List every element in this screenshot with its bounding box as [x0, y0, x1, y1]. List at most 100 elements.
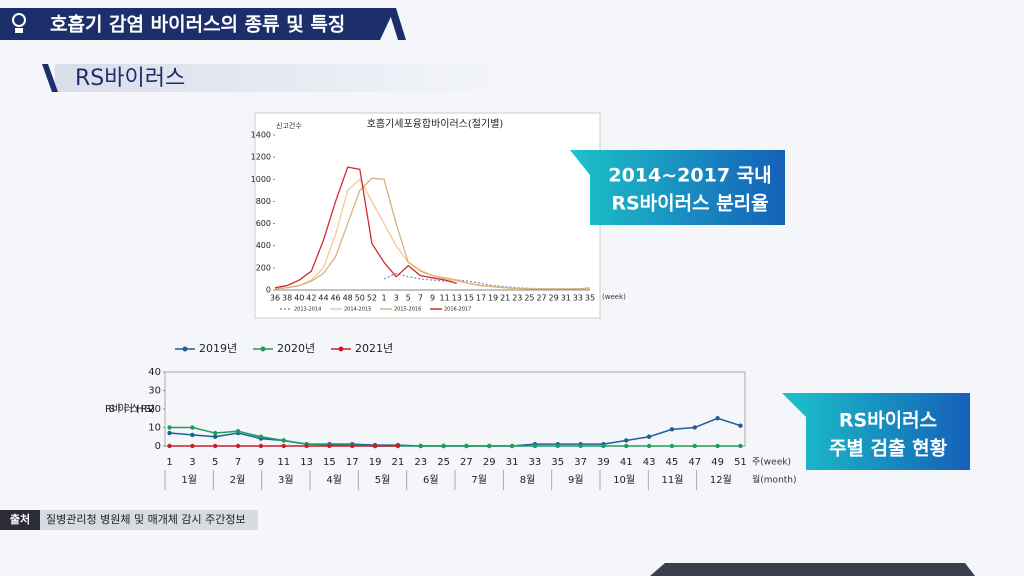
- x-tick-label: 17: [476, 294, 486, 303]
- x-tick-label: 29: [549, 294, 559, 303]
- legend-marker: [182, 346, 188, 352]
- series-marker: [578, 443, 583, 449]
- x-tick-label: 27: [460, 457, 473, 468]
- bulb-base: [15, 28, 23, 33]
- x-axis-label-2: 월(month): [752, 474, 797, 486]
- source-text: 질병관리청 병원체 및 매개체 감시 주간정보: [46, 513, 246, 526]
- x-tick-label: 27: [536, 294, 546, 303]
- series-marker: [213, 443, 218, 449]
- x-tick-label: 36: [270, 294, 280, 303]
- series-marker: [258, 443, 264, 449]
- series-marker: [669, 443, 675, 449]
- y-tick-label: 800: [256, 197, 271, 206]
- x-tick-label: 13: [452, 294, 462, 303]
- x-tick-label: 31: [506, 457, 519, 468]
- series-marker: [509, 443, 515, 449]
- callout1: [570, 150, 785, 225]
- series-marker: [532, 443, 538, 449]
- month-label: 9월: [568, 474, 584, 486]
- series-marker: [487, 443, 492, 449]
- series-marker: [738, 423, 743, 428]
- series-line: [169, 426, 741, 447]
- x-tick-label: 40: [294, 294, 304, 303]
- x-tick-label: 35: [551, 457, 564, 468]
- series-line: [274, 177, 591, 290]
- chart1-frame: [254, 112, 601, 319]
- series-marker: [372, 443, 378, 449]
- subtitle-bar: [55, 64, 515, 92]
- x-tick-label: 3: [189, 457, 195, 468]
- y-tick-label: 20: [148, 404, 161, 415]
- series-marker: [624, 438, 629, 443]
- y-tick-label: 30: [148, 386, 161, 397]
- legend-label: 2013-2014: [294, 307, 321, 313]
- callout-text: RS바이러스: [839, 410, 937, 432]
- series-line: [383, 272, 590, 290]
- x-tick-label: 39: [597, 457, 610, 468]
- series-marker: [692, 425, 697, 430]
- y-tick-label: 0: [155, 441, 161, 452]
- series-marker: [327, 443, 332, 449]
- legend-marker: [260, 346, 266, 352]
- x-tick-label: 38: [282, 294, 292, 303]
- x-tick-label: 35: [585, 294, 595, 303]
- x-tick-label: 42: [306, 294, 316, 303]
- x-tick-label: 43: [643, 457, 656, 468]
- y-tick-label: 10: [148, 423, 161, 434]
- x-tick-label: 1: [166, 457, 172, 468]
- series-marker: [646, 434, 652, 439]
- y-tick-label: 1000: [251, 175, 271, 184]
- x-tick-label: 19: [369, 457, 382, 468]
- y-tick-label: 40: [148, 367, 161, 378]
- x-tick-label: 13: [300, 457, 313, 468]
- bulb-icon: [12, 13, 26, 27]
- series-line: [274, 166, 457, 289]
- month-label: 8월: [520, 474, 536, 486]
- y-tick-label: 0: [266, 286, 271, 295]
- y-tick-label: 400: [256, 241, 271, 250]
- x-tick-label: 46: [330, 294, 340, 303]
- x-tick-label: 48: [343, 294, 353, 303]
- source-tag: [0, 510, 40, 530]
- month-label: 7월: [471, 474, 487, 486]
- x-tick-label: 9: [430, 294, 435, 303]
- series-marker: [464, 443, 469, 449]
- header-accent: [388, 8, 406, 40]
- month-label: 4월: [326, 474, 342, 486]
- series-marker: [715, 443, 720, 449]
- series-marker: [235, 429, 241, 434]
- x-tick-label: 44: [318, 294, 328, 303]
- x-tick-label: 37: [574, 457, 587, 468]
- series-marker: [350, 443, 355, 449]
- x-tick-label: 50: [355, 294, 365, 303]
- x-tick-label: 5: [212, 457, 218, 468]
- legend-label: 2021년: [355, 342, 393, 355]
- x-tick-label: 11: [440, 294, 450, 303]
- month-label: 10월: [613, 474, 635, 486]
- series-marker: [692, 443, 697, 449]
- y-axis-label: RS 바이러스 (HRSV): [105, 403, 155, 415]
- x-axis-label: 주(week): [752, 457, 791, 468]
- month-label: 11월: [662, 474, 684, 486]
- x-tick-label: 3: [394, 294, 399, 303]
- series-marker: [281, 438, 286, 443]
- series-marker: [304, 443, 309, 449]
- legend-label: 2016-2017: [444, 307, 471, 313]
- series-marker: [395, 443, 401, 449]
- x-tick-label: 41: [620, 457, 633, 468]
- x-tick-label: 5: [406, 294, 411, 303]
- x-tick-label: 21: [392, 457, 405, 468]
- series-marker: [167, 430, 172, 436]
- legend-marker: [338, 346, 344, 352]
- x-tick-label: 19: [488, 294, 498, 303]
- x-tick-label: 9: [258, 457, 264, 468]
- series-marker: [646, 443, 652, 449]
- x-tick-label: 23: [414, 457, 427, 468]
- subtitle: RS바이러스: [75, 66, 185, 91]
- series-marker: [167, 443, 172, 449]
- month-label: 1월: [181, 474, 197, 486]
- month-label: 3월: [278, 474, 294, 486]
- x-tick-label: 49: [711, 457, 724, 468]
- month-label: 5월: [375, 474, 391, 486]
